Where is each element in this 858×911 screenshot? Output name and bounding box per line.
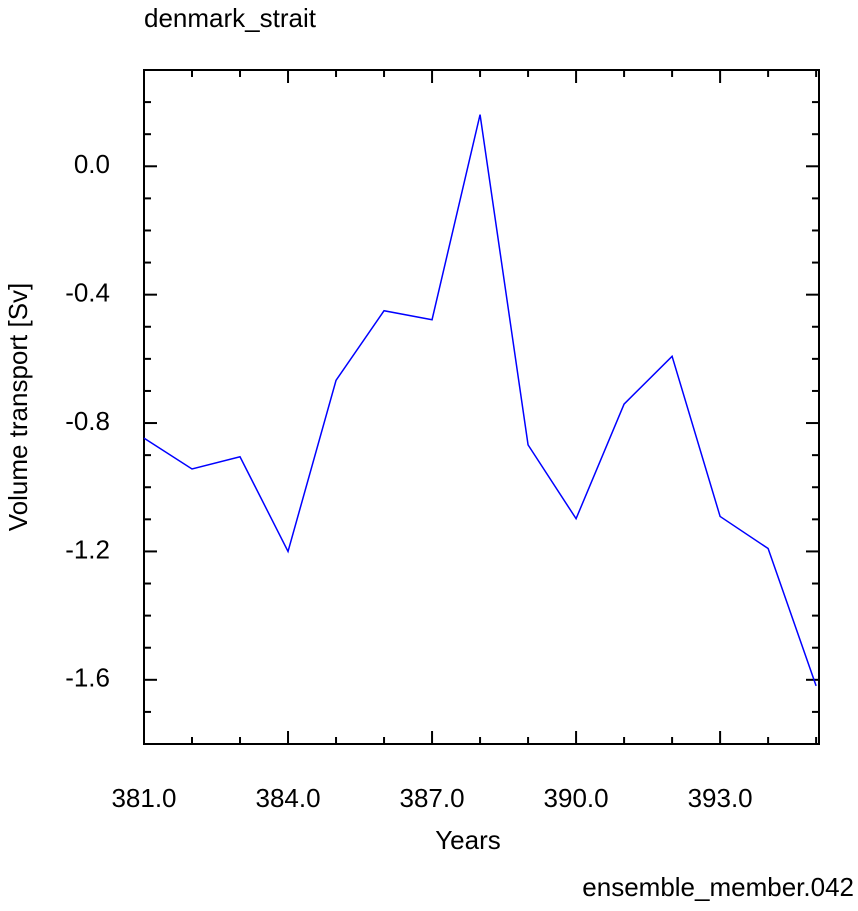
data-line (143, 114, 817, 687)
plot-frame (143, 69, 820, 745)
chart-title: denmark_strait (144, 3, 317, 33)
y-tick-label: 0.0 (74, 149, 110, 179)
y-tick-label: -1.2 (65, 534, 110, 564)
x-tick-label: 381.0 (111, 783, 176, 813)
subtitle: ensemble_member.042 (582, 872, 854, 902)
x-tick-label: 387.0 (400, 783, 465, 813)
y-tick-label: -0.4 (65, 278, 110, 308)
y-tick-label: -1.6 (65, 663, 110, 693)
y-tick-label: -0.8 (65, 406, 110, 436)
x-axis-label: Years (435, 825, 501, 855)
x-tick-label: 384.0 (255, 783, 320, 813)
x-tick-label: 393.0 (688, 783, 753, 813)
x-tick-label: 390.0 (544, 783, 609, 813)
y-axis-label: Volume transport [Sv] (3, 283, 33, 532)
